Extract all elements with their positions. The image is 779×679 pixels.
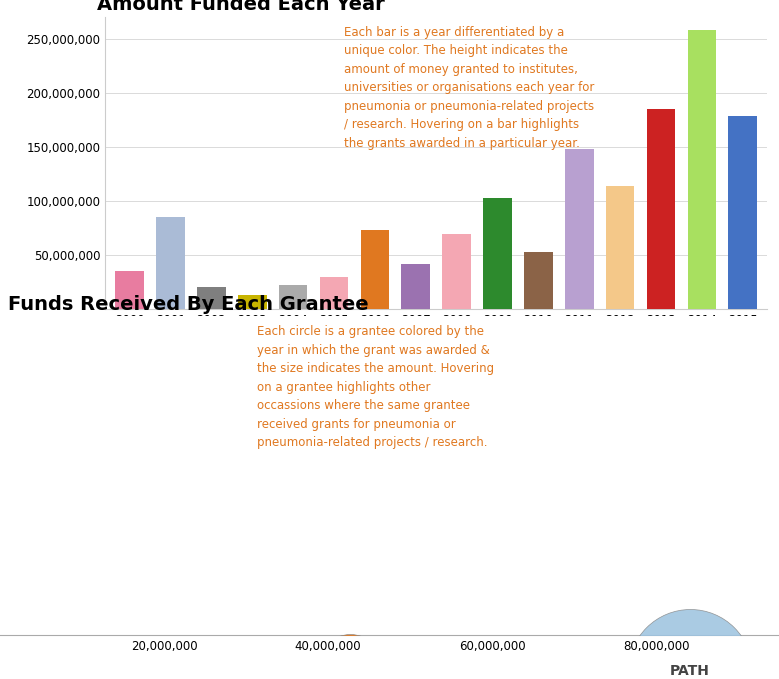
Point	[134, 670, 146, 679]
Bar	[728, 117, 757, 309]
Point	[684, 665, 696, 676]
Bar	[688, 30, 716, 309]
Bar	[401, 263, 430, 309]
Text: Each bar is a year differentiated by a
unique color. The height indicates the
am: Each bar is a year differentiated by a u…	[344, 26, 594, 150]
Bar	[565, 149, 594, 309]
Text: Each circle is a grantee colored by the
year in which the grant was awarded &
th: Each circle is a grantee colored by the …	[257, 325, 494, 449]
Point	[108, 670, 120, 679]
Text: Amount Funded Each Year: Amount Funded Each Year	[97, 0, 385, 14]
Bar	[524, 252, 553, 309]
Bar	[157, 217, 185, 309]
Bar	[647, 109, 675, 309]
Bar	[115, 271, 144, 309]
Bar	[319, 276, 348, 309]
Point	[93, 670, 106, 679]
Text: Vaccine Solutions: Vaccine Solutions	[301, 661, 399, 671]
Point	[79, 670, 91, 679]
Bar	[279, 285, 308, 309]
Bar	[606, 185, 634, 309]
Point	[224, 670, 236, 679]
Point	[344, 660, 356, 671]
Point	[118, 670, 131, 679]
Text: PATH: PATH	[670, 664, 710, 678]
Text: Funds Received By Each Grantee: Funds Received By Each Grantee	[8, 295, 368, 314]
Bar	[197, 287, 226, 309]
Bar	[442, 234, 471, 309]
Bar	[238, 295, 266, 309]
Bar	[483, 198, 512, 309]
Bar	[361, 230, 390, 309]
Point	[269, 670, 281, 679]
Point	[86, 670, 98, 679]
Point	[189, 670, 201, 679]
Point	[159, 670, 171, 679]
